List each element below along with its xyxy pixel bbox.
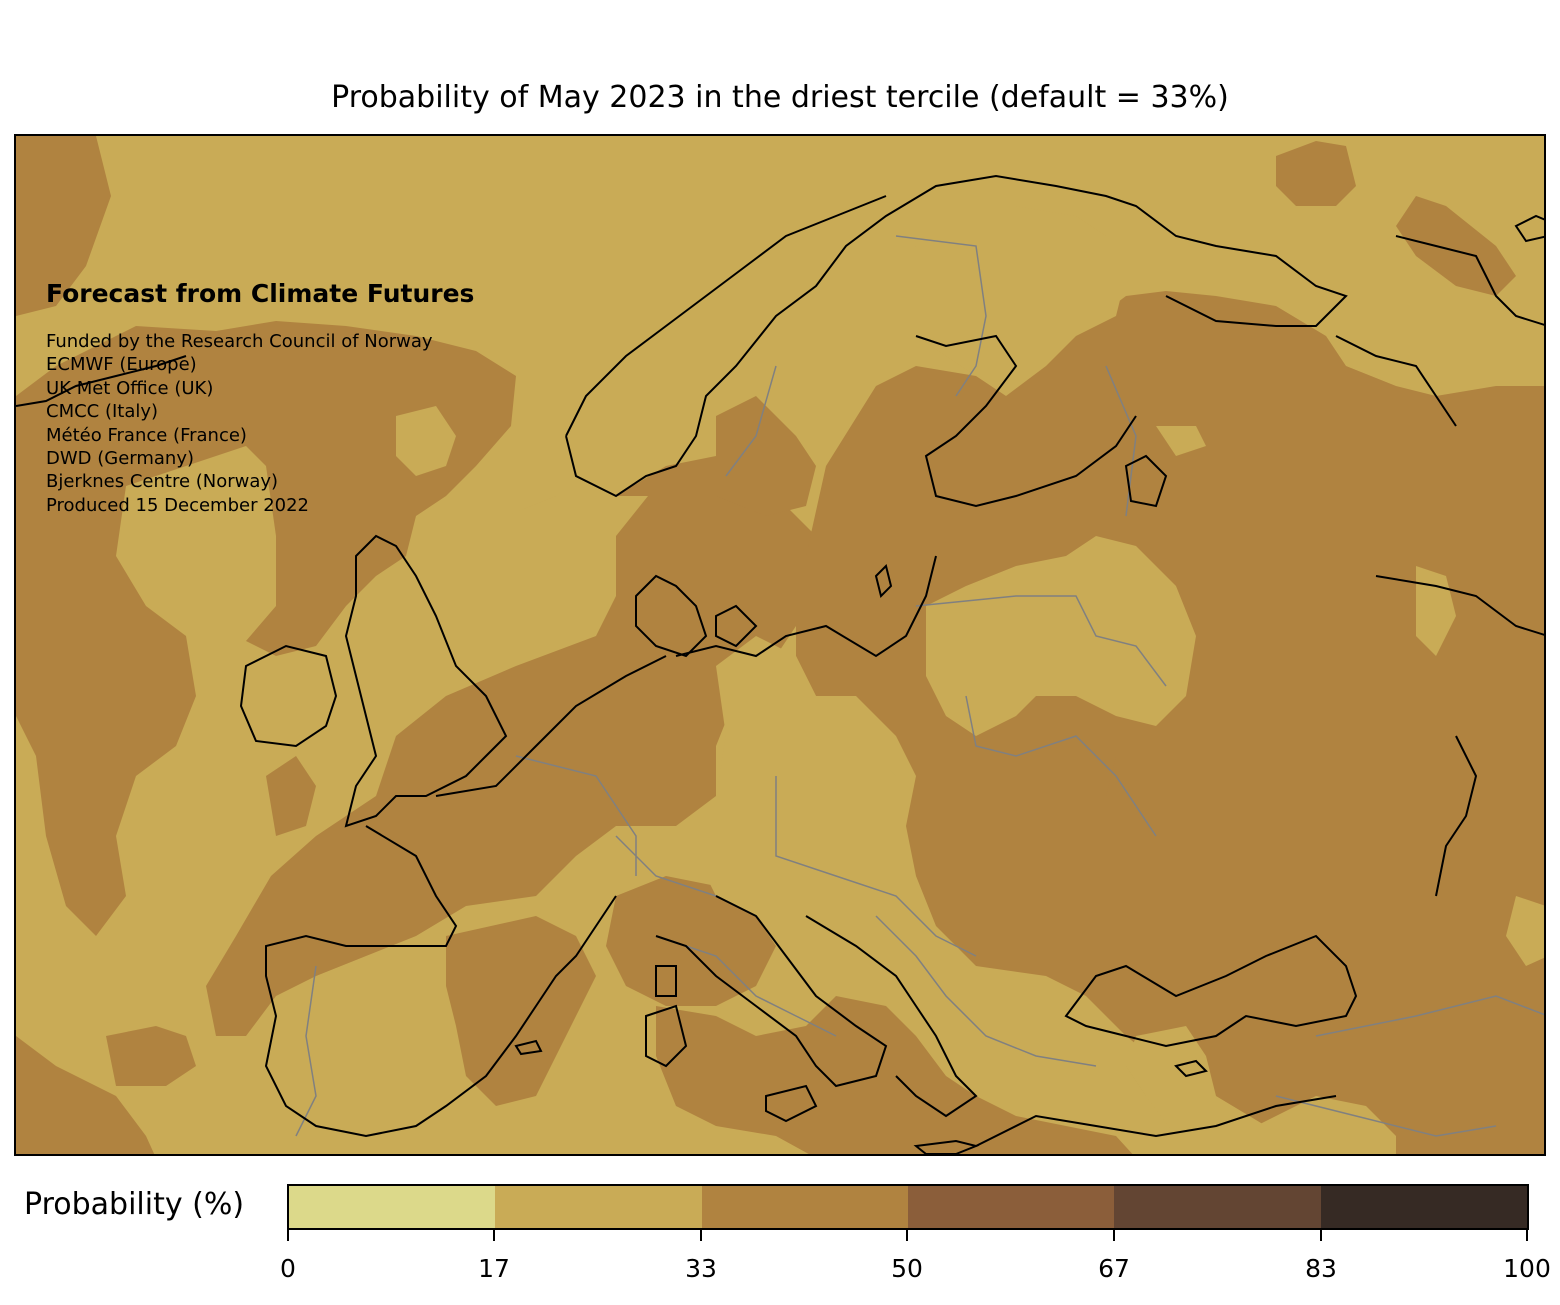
map-panel: Forecast from Climate Futures Funded by … (14, 134, 1546, 1156)
credits-line: Funded by the Research Council of Norway (46, 331, 433, 352)
colorbar-tick-label: 33 (685, 1254, 717, 1283)
colorbar-tick-label: 17 (478, 1254, 510, 1283)
colorbar-label: Probability (%) (24, 1187, 245, 1222)
colorbar-tick-label: 100 (1503, 1254, 1551, 1283)
map-title: Probability of May 2023 in the driest te… (331, 80, 1229, 115)
credits-line: Produced 15 December 2022 (46, 494, 310, 516)
colorbar-segment (1114, 1186, 1321, 1228)
credits-line: UK Met Office (UK) (46, 377, 214, 399)
country-borders (295, 235, 1544, 1137)
colorbar-tick-label: 50 (891, 1254, 923, 1283)
colorbar-segment (1320, 1186, 1527, 1228)
colorbar-tick (700, 1230, 702, 1241)
colorbar-tick (1113, 1230, 1115, 1241)
colorbar-tick (287, 1230, 289, 1241)
coastlines (16, 174, 1544, 1154)
colorbar-segment (289, 1186, 496, 1228)
colorbar-segment (907, 1186, 1115, 1228)
colorbar-tick-label: 0 (280, 1254, 296, 1283)
credits-line: DWD (Germany) (46, 448, 195, 470)
credits-line: Bjerknes Centre (Norway) (46, 471, 279, 493)
colorbar-tick (1526, 1230, 1528, 1241)
colorbar-tick (493, 1230, 495, 1241)
colorbar (287, 1184, 1529, 1230)
colorbar-segment (701, 1186, 908, 1228)
credits-line: Météo France (France) (46, 424, 247, 446)
field-17-33-islands (396, 206, 1544, 1154)
colorbar-tick-label: 83 (1305, 1254, 1337, 1283)
credits-line: ECMWF (Europe) (46, 354, 197, 376)
credits-heading: Forecast from Climate Futures (46, 279, 475, 308)
forecast-credits: Forecast from Climate Futures Funded by … (46, 279, 474, 517)
field-33-50 (16, 136, 1544, 1154)
colorbar-ticks (287, 1230, 1529, 1290)
colorbar-tick-label: 67 (1098, 1254, 1130, 1283)
colorbar-tick (906, 1230, 908, 1241)
credits-line: CMCC (Italy) (46, 401, 159, 423)
colorbar-segment (495, 1186, 702, 1228)
probability-map (16, 136, 1544, 1154)
colorbar-tick (1320, 1230, 1322, 1241)
